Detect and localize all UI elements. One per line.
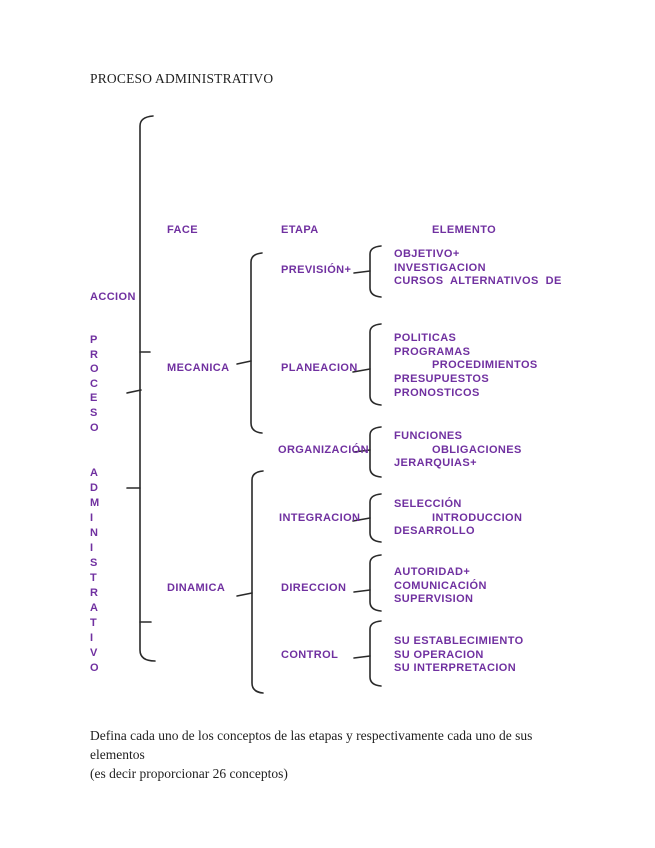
vertical-letter: T	[90, 572, 97, 584]
elemento-item: INTRODUCCION	[432, 511, 523, 524]
label-etapa-organizacion: ORGANIZACIÓN	[278, 444, 369, 456]
vertical-letter: I	[90, 512, 94, 524]
elemento-item: FUNCIONES	[394, 430, 463, 442]
planeacion-elements-brace-tick	[352, 368, 371, 373]
vertical-letter: A	[90, 467, 98, 479]
direccion-elements-brace-tick	[353, 589, 371, 593]
vertical-letter: C	[90, 377, 98, 390]
vertical-letter: V	[90, 647, 98, 659]
vertical-letter: S	[90, 406, 98, 419]
vertical-letter: R	[90, 587, 98, 599]
label-dinamica: DINAMICA	[167, 582, 226, 594]
elementos-prevision: OBJETIVO+ INVESTIGACION CURSOS ALTERNATI…	[394, 248, 562, 289]
elemento-item: INVESTIGACION	[394, 261, 486, 274]
vertical-letter: D	[90, 482, 98, 494]
label-etapa-direccion: DIRECCION	[281, 582, 347, 594]
elemento-item: PRESUPUESTOS	[394, 373, 490, 386]
vertical-letter: N	[90, 527, 98, 539]
elemento-item: CURSOS ALTERNATIVOS DE	[394, 275, 562, 288]
column-header-elemento: ELEMENTO	[432, 224, 497, 236]
elementos-integracion: SELECCIÓN INTRODUCCION DESARROLLO	[394, 498, 522, 539]
elemento-item: SU INTERPRETACION	[394, 662, 517, 675]
elemento-item: PROCEDIMIENTOS	[432, 359, 538, 372]
elementos-planeacion: POLITICAS PROGRAMAS PROCEDIMIENTOS PRESU…	[394, 332, 538, 400]
control-elements-brace	[369, 620, 382, 687]
dinamica-brace-tick	[236, 592, 253, 597]
label-etapa-planeacion: PLANEACION	[281, 362, 358, 374]
elemento-item: SU OPERACION	[394, 648, 484, 661]
footer-instructions: Defina cada uno de los conceptos de las …	[90, 726, 590, 783]
vertical-letter: A	[90, 602, 98, 614]
column-header-etapa: ETAPA	[281, 224, 319, 236]
direccion-elements-brace	[369, 554, 382, 612]
vertical-letter: S	[90, 557, 98, 569]
organizacion-elements-brace	[369, 426, 382, 478]
label-etapa-control: CONTROL	[281, 649, 339, 661]
elementos-organizacion: FUNCIONES OBLIGACIONES JERARQUIAS+	[394, 430, 522, 471]
footer-line-1: Defina cada uno de los conceptos de las …	[90, 728, 533, 762]
prevision-elements-brace-tick	[353, 270, 371, 274]
footer-line-2: (es decir proporcionar 26 conceptos)	[90, 766, 288, 781]
label-mecanica: MECANICA	[167, 362, 230, 374]
dinamica-brace	[251, 470, 264, 694]
elemento-item: OBLIGACIONES	[432, 443, 522, 456]
elemento-item: AUTORIDAD+	[394, 566, 471, 578]
elemento-item: JERARQUIAS+	[394, 457, 477, 470]
elemento-item: PROGRAMAS	[394, 345, 471, 358]
elemento-item: COMUNICACIÓN	[394, 579, 487, 592]
vertical-letter: M	[90, 497, 100, 509]
vertical-letter: E	[90, 392, 98, 405]
label-etapa-prevision: PREVISIÓN+	[281, 264, 352, 276]
elemento-item: PRONOSTICOS	[394, 386, 480, 399]
page-title: PROCESO ADMINISTRATIVO	[90, 71, 274, 86]
vertical-letter: O	[90, 421, 99, 434]
main-brace-tick-left-upper	[126, 389, 142, 394]
vertical-letter: I	[90, 632, 94, 644]
elemento-item: DESARROLLO	[394, 525, 475, 538]
organizacion-elements-brace-tick	[353, 449, 371, 453]
integracion-elements-brace	[369, 493, 382, 543]
elementos-direccion: AUTORIDAD+ COMUNICACIÓN SUPERVISION	[394, 566, 487, 607]
label-accion: ACCION	[90, 291, 136, 303]
vertical-letter: T	[90, 617, 97, 629]
main-brace	[139, 115, 156, 662]
elemento-item: SUPERVISION	[394, 593, 474, 606]
vertical-letter: I	[90, 542, 94, 554]
elemento-item: SU ESTABLECIMIENTO	[394, 635, 524, 647]
vertical-letter: O	[90, 363, 99, 376]
column-header-face: FACE	[167, 224, 198, 236]
prevision-elements-brace	[369, 245, 382, 298]
mecanica-brace-tick	[236, 360, 252, 365]
mecanica-brace	[250, 252, 263, 434]
vertical-letter: R	[90, 348, 98, 361]
elemento-item: POLITICAS	[394, 332, 457, 344]
control-elements-brace-tick	[353, 655, 371, 659]
elemento-item: OBJETIVO+	[394, 248, 460, 260]
label-etapa-integracion: INTEGRACION	[279, 512, 361, 524]
elementos-control: SU ESTABLECIMIENTO SU OPERACION SU INTER…	[394, 635, 524, 676]
planeacion-elements-brace	[369, 323, 382, 406]
elemento-item: SELECCIÓN	[394, 498, 462, 510]
vertical-letter: P	[90, 334, 98, 346]
integracion-elements-brace-tick	[352, 517, 371, 522]
vertical-letter: O	[90, 662, 99, 674]
